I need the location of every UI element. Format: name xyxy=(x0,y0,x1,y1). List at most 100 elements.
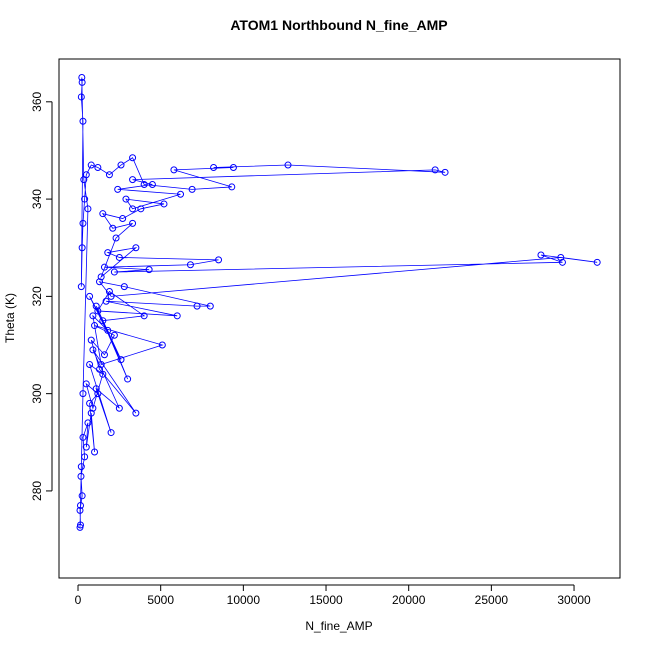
data-point xyxy=(81,453,89,461)
data-point xyxy=(441,168,449,176)
data-point xyxy=(76,502,84,510)
data-point xyxy=(145,266,153,274)
data-point xyxy=(109,224,117,232)
data-point xyxy=(115,404,123,412)
y-tick-label: 300 xyxy=(30,383,44,403)
data-point xyxy=(92,385,100,393)
data-point xyxy=(431,166,439,174)
data-point xyxy=(79,390,87,398)
data-point xyxy=(117,161,125,169)
data-point xyxy=(100,351,108,359)
data-point xyxy=(137,205,145,213)
data-point xyxy=(210,163,218,171)
data-point xyxy=(78,244,86,252)
data-point xyxy=(193,302,201,310)
data-point xyxy=(132,244,140,252)
data-point xyxy=(132,409,140,417)
data-point xyxy=(188,185,196,193)
data-point xyxy=(78,73,86,81)
data-point xyxy=(76,506,84,514)
data-point xyxy=(97,273,105,281)
x-tick-label: 30000 xyxy=(557,593,591,607)
data-point xyxy=(86,360,94,368)
data-point xyxy=(79,117,87,125)
data-point xyxy=(177,190,185,198)
data-point xyxy=(86,292,94,300)
data-point xyxy=(80,176,88,184)
data-point xyxy=(96,365,104,373)
data-point xyxy=(92,302,100,310)
data-point xyxy=(77,93,85,101)
data-point xyxy=(120,283,128,291)
data-point xyxy=(104,326,112,334)
data-point xyxy=(78,492,86,500)
data-point xyxy=(140,312,148,320)
data-point xyxy=(124,375,132,383)
data-point xyxy=(89,312,97,320)
y-tick-label: 320 xyxy=(30,286,44,306)
x-tick-label: 15000 xyxy=(309,593,343,607)
x-tick-label: 25000 xyxy=(475,593,509,607)
data-point xyxy=(79,433,87,441)
data-point xyxy=(206,302,214,310)
data-point xyxy=(557,253,565,261)
data-point xyxy=(114,185,122,193)
data-point xyxy=(97,360,105,368)
data-point xyxy=(96,278,104,286)
data-point xyxy=(94,163,102,171)
data-point xyxy=(140,180,148,188)
data-point xyxy=(173,312,181,320)
data-point xyxy=(229,163,237,171)
data-point xyxy=(89,404,97,412)
data-point xyxy=(186,261,194,269)
data-point xyxy=(99,317,107,325)
data-point xyxy=(110,331,118,339)
data-point xyxy=(160,200,168,208)
data-point xyxy=(215,256,223,264)
data-point xyxy=(82,380,90,388)
data-point xyxy=(107,292,115,300)
data-point xyxy=(99,210,107,218)
data-point xyxy=(84,419,92,427)
y-tick-label: 280 xyxy=(30,481,44,501)
data-point xyxy=(558,258,566,266)
data-point xyxy=(117,356,125,364)
x-axis-label: N_fine_AMP xyxy=(305,619,372,633)
data-point xyxy=(99,370,107,378)
data-point xyxy=(112,234,120,242)
data-point xyxy=(100,263,108,271)
data-point xyxy=(115,253,123,261)
data-point xyxy=(78,78,86,86)
data-point xyxy=(91,322,99,330)
x-tick-label: 10000 xyxy=(227,593,261,607)
data-point xyxy=(81,195,89,203)
data-point xyxy=(129,205,137,213)
data-point xyxy=(77,283,85,291)
series-line xyxy=(79,77,598,528)
data-point xyxy=(170,166,178,174)
y-tick-label: 340 xyxy=(30,189,44,209)
data-point xyxy=(76,523,84,531)
data-point xyxy=(284,161,292,169)
chart-title: ATOM1 Northbound N_fine_AMP xyxy=(230,17,447,33)
data-point xyxy=(148,180,156,188)
data-point xyxy=(79,219,87,227)
data-point xyxy=(91,448,99,456)
data-point xyxy=(104,249,112,257)
data-point xyxy=(89,346,97,354)
data-point xyxy=(129,154,137,162)
data-point xyxy=(82,443,90,451)
data-point xyxy=(110,268,118,276)
data-point xyxy=(105,288,113,296)
y-tick-label: 360 xyxy=(30,91,44,111)
data-point xyxy=(129,176,137,184)
data-point xyxy=(593,258,601,266)
x-tick-label: 20000 xyxy=(392,593,426,607)
data-point xyxy=(158,341,166,349)
data-point xyxy=(87,161,95,169)
data-point xyxy=(94,390,102,398)
data-point xyxy=(105,171,113,179)
data-point xyxy=(86,399,94,407)
